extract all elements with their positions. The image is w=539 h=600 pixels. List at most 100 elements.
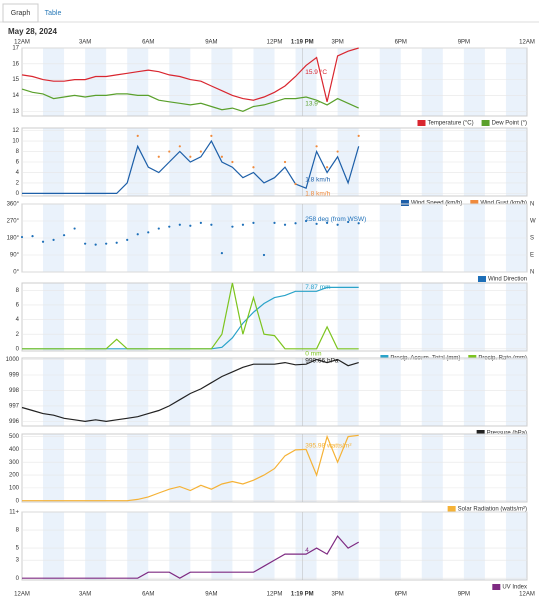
value-annotation: 258 deg (from WSW)	[305, 216, 366, 223]
y-tick-label: 8	[16, 528, 20, 534]
x-tick-label: 3PM	[331, 592, 343, 598]
y-tick-label: 996	[9, 419, 20, 425]
legend-swatch	[470, 200, 479, 206]
y-tick-label: 4	[16, 317, 20, 323]
y-tick-label: 999	[9, 373, 20, 379]
value-annotation: 4	[305, 547, 309, 554]
hour-band	[85, 358, 107, 426]
hour-band	[421, 358, 443, 426]
point	[199, 150, 202, 153]
x-tick-label: 12PM	[267, 592, 283, 598]
hour-band	[169, 283, 191, 351]
hour-band	[127, 512, 149, 580]
hour-band	[253, 434, 275, 502]
y-tick-label: 0	[16, 191, 20, 197]
x-tick-label: 9PM	[458, 40, 470, 46]
x-tick-label: 12AM	[519, 40, 535, 46]
hour-band	[463, 434, 485, 502]
y-tick-label: 3	[16, 558, 20, 564]
hour-band	[211, 358, 233, 426]
legend-swatch	[481, 120, 490, 126]
hour-band	[421, 283, 443, 351]
y-tick-label: 11+	[9, 510, 19, 516]
y-tick-label: 6	[16, 160, 20, 166]
hour-band	[505, 512, 527, 580]
legend-label: Wind Direction	[488, 277, 527, 283]
y-tick-label: 998	[9, 388, 20, 394]
plot-frame	[21, 282, 528, 352]
value-annotation: 1.8 km/h	[305, 191, 330, 198]
x-tick-label: 3AM	[79, 40, 91, 46]
series-line	[21, 88, 359, 112]
hour-band	[85, 48, 107, 116]
series-line	[22, 139, 360, 194]
y2-tick-label: N	[530, 202, 534, 208]
point	[157, 227, 160, 230]
x-tick-label: 3PM	[331, 40, 343, 46]
point	[220, 252, 223, 255]
tab[interactable]: Table	[45, 10, 62, 17]
hour-band	[463, 283, 485, 351]
x-tick-label: 9PM	[458, 592, 470, 598]
point	[283, 160, 287, 164]
point	[315, 145, 318, 148]
point	[262, 253, 266, 257]
point	[326, 166, 329, 169]
y-tick-label: 15	[12, 77, 19, 83]
hour-band	[253, 283, 275, 351]
x-tick-label: 6AM	[142, 40, 154, 46]
hour-band	[295, 512, 317, 580]
point	[304, 219, 308, 223]
hour-band	[505, 358, 527, 426]
y-tick-label: 270°	[7, 219, 20, 225]
point	[294, 182, 297, 186]
series-line	[21, 47, 359, 102]
y-tick-label: 100	[9, 485, 20, 491]
tab-active[interactable]	[2, 3, 39, 23]
x-tick-label: 12AM	[14, 40, 30, 46]
point	[157, 155, 160, 158]
hour-band	[337, 283, 359, 351]
y-tick-label: 0	[16, 346, 20, 352]
y-tick-label: 400	[9, 447, 20, 453]
y-tick-label: 8	[16, 149, 20, 155]
y-tick-label: 4	[16, 170, 20, 176]
hour-band	[169, 358, 191, 426]
value-annotation: 395.98 watts/m²	[305, 443, 352, 450]
point	[126, 238, 129, 241]
y2-tick-label: W	[530, 219, 536, 225]
y-tick-label: 16	[12, 61, 19, 67]
hour-band	[337, 434, 359, 502]
point	[189, 155, 192, 158]
point	[252, 166, 255, 169]
point	[52, 238, 55, 241]
point	[199, 221, 202, 224]
y-tick-label: 180°	[7, 236, 20, 242]
point	[20, 235, 24, 239]
legend-label: Dew Point (°)	[492, 121, 527, 127]
hour-band	[379, 358, 401, 426]
point	[115, 241, 118, 244]
x-tick-label: 12AM	[519, 592, 535, 598]
hour-band	[295, 283, 317, 351]
legend-swatch	[400, 200, 409, 206]
value-annotation: 13.9°	[305, 99, 321, 107]
y-tick-label: 200	[9, 473, 20, 479]
y-tick-label: 5	[16, 546, 20, 552]
point	[73, 227, 76, 230]
hour-band	[295, 434, 317, 502]
tab[interactable]: Graph	[11, 10, 31, 17]
x-tick-label: 9AM	[205, 592, 217, 598]
point	[294, 222, 297, 225]
point	[220, 155, 223, 158]
hour-band	[379, 434, 401, 502]
x-tick-label: 6AM	[142, 592, 154, 598]
legend-swatch	[417, 120, 426, 126]
point	[94, 243, 97, 246]
value-annotation: 1.8 km/h	[305, 177, 330, 184]
plot-frame	[21, 433, 528, 503]
legend-label: Precip. Rate (mm)	[478, 356, 527, 362]
legend-label: Solar Radiation (watts/m²)	[458, 507, 527, 513]
y-tick-label: 2	[16, 332, 20, 338]
